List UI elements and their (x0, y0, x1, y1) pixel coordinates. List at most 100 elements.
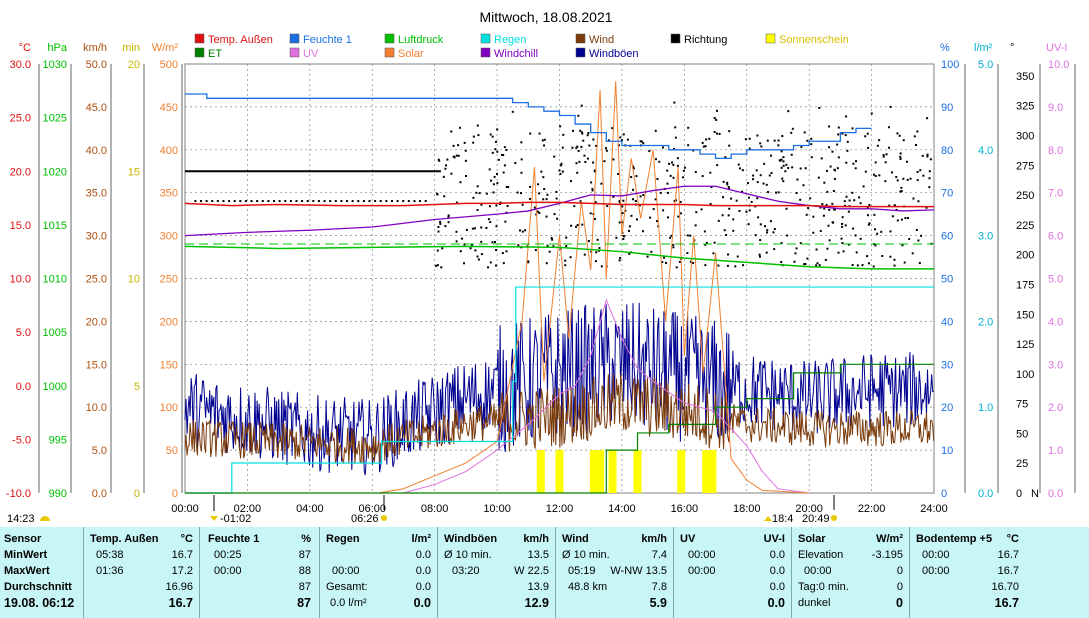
direction-point (819, 206, 822, 209)
x-tick-label: 06:00 (358, 503, 386, 515)
direction-point (692, 149, 695, 152)
direction-point (722, 196, 725, 199)
legend-label-direction: Richtung (684, 34, 727, 46)
sunshine-bar (536, 450, 545, 493)
direction-point (489, 261, 492, 264)
rain-current: 0.0 (413, 596, 431, 610)
direction-point (752, 174, 755, 177)
direction-point (457, 154, 460, 157)
tick-rain: 5.0 (978, 59, 993, 71)
direction-point (756, 181, 759, 184)
direction-point (662, 209, 665, 212)
direction-point (794, 252, 797, 255)
tick-direction: 225 (1016, 220, 1034, 232)
direction-point (577, 149, 580, 152)
direction-point (527, 261, 530, 264)
stats-solar-column: Solar W/m² Elevation -3.195 00:00 0 Tag:0 m… (792, 527, 910, 618)
direction-point (694, 224, 697, 227)
direction-point (912, 197, 915, 200)
uv-header: UV (680, 533, 696, 545)
direction-point (704, 145, 707, 148)
tick-solar: 50 (166, 445, 178, 457)
direction-point (520, 141, 523, 144)
direction-point (442, 175, 445, 178)
direction-point (759, 142, 762, 145)
direction-point (632, 167, 635, 170)
direction-point (836, 143, 839, 146)
tick-pressure: 1020 (43, 166, 67, 178)
stats-wind-column: Wind km/h Ø 10 min. 7.4 05:19 W-NW 13.5 48.… (556, 527, 674, 618)
direction-point (504, 220, 507, 223)
direction-point (917, 200, 920, 203)
direction-point (885, 153, 888, 156)
tick-sunmin: 15 (128, 166, 140, 178)
legend-label-temp: Temp. Außen (208, 34, 273, 46)
tick-temp: -5.0 (12, 434, 31, 446)
direction-point (843, 200, 846, 203)
direction-point (672, 163, 675, 166)
tick-direction: 100 (1016, 369, 1034, 381)
wind-current: 5.9 (649, 596, 667, 610)
direction-point (893, 264, 896, 267)
direction-point (656, 220, 659, 223)
direction-point (639, 140, 642, 143)
direction-point (713, 117, 716, 120)
uv-min-time: 00:00 (688, 549, 716, 561)
direction-point (670, 161, 673, 164)
weather-chart: Mittwoch, 18.08.2021 Temp. Außen Feuchte … (6, 9, 1076, 525)
direction-point (439, 222, 442, 225)
direction-point (518, 229, 521, 232)
direction-point (777, 139, 780, 142)
direction-point (840, 237, 843, 240)
x-tick-label: 02:00 (234, 503, 262, 515)
direction-point (546, 193, 549, 196)
direction-point (773, 139, 776, 142)
direction-point (476, 124, 479, 127)
direction-point (726, 181, 729, 184)
direction-point (581, 223, 584, 226)
direction-point (796, 178, 799, 181)
tick-direction: 0 (1016, 488, 1022, 500)
direction-point (726, 183, 729, 186)
sunshine-bar (708, 450, 717, 493)
direction-point (579, 200, 582, 203)
direction-point (709, 202, 712, 205)
tick-humidity: 50 (941, 274, 953, 286)
direction-point (687, 144, 690, 147)
tick-solar: 300 (160, 231, 178, 243)
direction-point (575, 225, 578, 228)
direction-point (750, 200, 753, 203)
direction-point (677, 215, 680, 218)
direction-point (799, 242, 802, 245)
direction-point (216, 200, 219, 203)
wind-header: Wind (562, 533, 589, 545)
direction-point (575, 146, 578, 149)
tick-sunmin: 20 (128, 59, 140, 71)
left-axes: 30.025.020.015.010.05.00.0-5.0-10.0°C103… (6, 42, 183, 500)
direction-point (703, 230, 706, 233)
direction-point (205, 200, 208, 203)
temp-header: Temp. Außen (90, 533, 159, 545)
direction-point (618, 200, 621, 203)
direction-point (573, 205, 576, 208)
direction-point (861, 264, 864, 267)
direction-point (233, 200, 236, 203)
direction-point (612, 158, 615, 161)
direction-point (799, 198, 802, 201)
direction-point (775, 191, 778, 194)
direction-point (351, 200, 354, 203)
direction-point (634, 200, 637, 203)
solar-header: Solar (798, 533, 826, 545)
x-tick-label: 18:00 (733, 503, 761, 515)
soil-unit: °C (1006, 533, 1019, 545)
direction-point (301, 200, 304, 203)
direction-point (732, 229, 735, 232)
direction-point (632, 198, 635, 201)
tick-uv: 4.0 (1048, 316, 1063, 328)
direction-point (852, 227, 855, 230)
direction-point (837, 251, 840, 254)
tick-pressure: 995 (49, 434, 67, 446)
temp-unit: °C (180, 533, 193, 545)
direction-point (648, 150, 651, 153)
direction-point (824, 258, 827, 261)
